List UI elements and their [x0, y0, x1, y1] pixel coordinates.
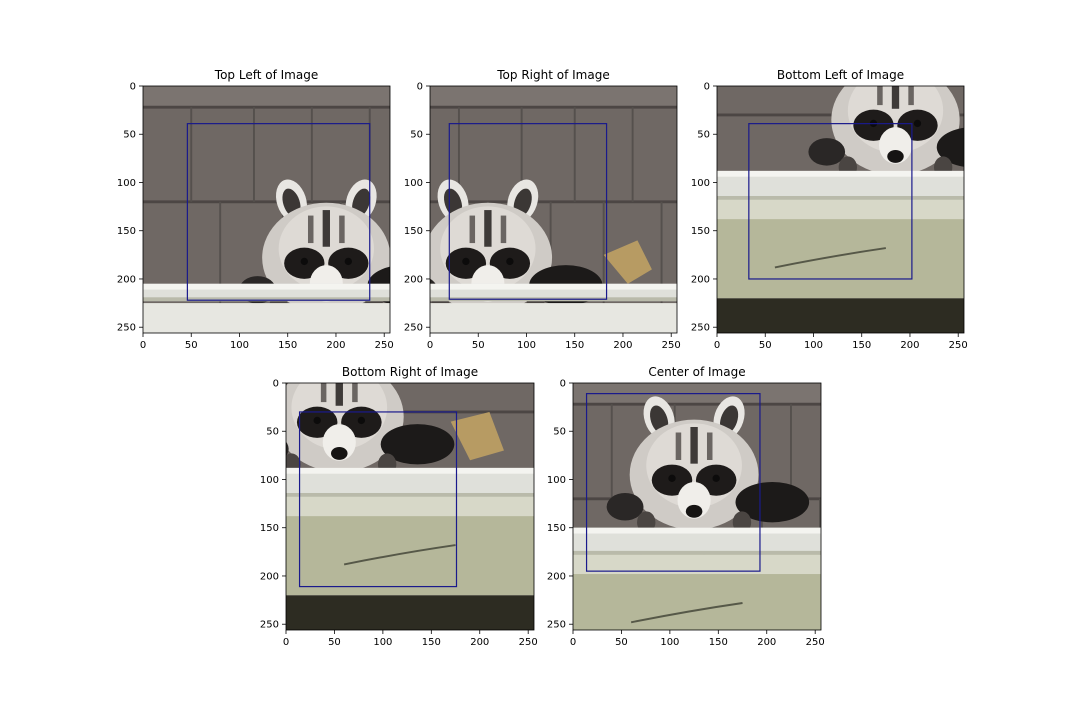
y-tick-label: 250	[117, 323, 136, 334]
x-tick-label: 0	[714, 340, 720, 351]
x-tick-label: 100	[517, 340, 536, 351]
y-tick-label: 50	[123, 130, 136, 141]
y-tick-label: 200	[260, 571, 279, 582]
subplot-title: Bottom Right of Image	[342, 365, 478, 379]
y-tick-label: 150	[404, 226, 423, 237]
x-tick-label: 200	[613, 340, 632, 351]
x-tick-label: 150	[422, 637, 441, 648]
x-tick-label: 250	[375, 340, 394, 351]
x-tick-label: 150	[278, 340, 297, 351]
subplot-title: Top Right of Image	[496, 68, 609, 82]
y-tick-label: 150	[117, 226, 136, 237]
x-tick-label: 250	[949, 340, 968, 351]
bounding-box	[748, 123, 913, 280]
axes-frame	[429, 85, 678, 334]
y-tick-label: 0	[560, 379, 566, 390]
x-tick-label: 50	[759, 340, 772, 351]
y-tick-label: 100	[404, 178, 423, 189]
y-tick-label: 250	[260, 620, 279, 631]
axes-frame	[285, 382, 535, 631]
y-tick-label: 50	[697, 130, 710, 141]
x-tick-label: 50	[615, 637, 628, 648]
subplot-3: Bottom Left of Image 0 50 100 150 200 250 0 50 10…	[691, 68, 968, 351]
y-tick-label: 50	[410, 130, 423, 141]
x-tick-label: 100	[660, 637, 679, 648]
x-tick-label: 150	[852, 340, 871, 351]
x-tick-label: 50	[185, 340, 198, 351]
x-tick-label: 250	[662, 340, 681, 351]
x-tick-label: 0	[570, 637, 576, 648]
y-tick-label: 250	[404, 323, 423, 334]
x-tick-label: 100	[230, 340, 249, 351]
y-tick-label: 150	[547, 523, 566, 534]
subplot-2: Top Right of Image 0 50 100 150 200 250 0 50 100 1…	[404, 68, 681, 351]
x-tick-label: 150	[565, 340, 584, 351]
axes-frame	[716, 85, 965, 334]
y-tick-label: 100	[691, 178, 710, 189]
y-tick-label: 100	[260, 475, 279, 486]
x-tick-label: 50	[328, 637, 341, 648]
y-tick-label: 200	[404, 274, 423, 285]
subplot-4: Bottom Right of Image 0 50 100 150 200 250 0 50 1…	[260, 365, 538, 648]
raccoon-image	[143, 86, 391, 334]
y-tick-label: 0	[273, 379, 279, 390]
raccoon-image	[717, 86, 965, 333]
raccoon-image	[286, 383, 535, 630]
subplot-1: Top Left of Image 0 50 100 150 200 250 0 50 100 15…	[117, 68, 394, 351]
y-tick-label: 250	[691, 323, 710, 334]
y-tick-label: 0	[417, 82, 423, 93]
bounding-box	[186, 123, 371, 301]
y-tick-label: 50	[553, 427, 566, 438]
x-tick-label: 0	[427, 340, 433, 351]
y-tick-label: 150	[691, 226, 710, 237]
x-tick-label: 250	[519, 637, 538, 648]
x-tick-label: 200	[470, 637, 489, 648]
subplot-title: Center of Image	[648, 365, 745, 379]
y-tick-label: 0	[130, 82, 136, 93]
x-tick-label: 200	[757, 637, 776, 648]
x-tick-label: 200	[900, 340, 919, 351]
y-tick-label: 0	[704, 82, 710, 93]
y-tick-label: 250	[547, 620, 566, 631]
raccoon-image	[573, 383, 822, 631]
subplot-title: Bottom Left of Image	[777, 68, 904, 82]
bounding-box	[585, 393, 761, 572]
x-tick-label: 100	[373, 637, 392, 648]
x-tick-label: 150	[709, 637, 728, 648]
y-tick-label: 200	[691, 274, 710, 285]
bounding-box	[448, 123, 608, 300]
bounding-box	[298, 411, 458, 588]
y-tick-label: 200	[547, 571, 566, 582]
raccoon-image	[430, 86, 678, 334]
x-tick-label: 50	[472, 340, 485, 351]
subplot-5: Center of Image 0 50 100 150 200 250 0 50 100 150 2…	[547, 365, 825, 648]
x-tick-label: 0	[283, 637, 289, 648]
y-tick-label: 100	[547, 475, 566, 486]
axes-frame	[572, 382, 822, 631]
x-tick-label: 200	[326, 340, 345, 351]
axes-frame	[142, 85, 391, 334]
y-tick-label: 50	[266, 427, 279, 438]
subplot-title: Top Left of Image	[214, 68, 318, 82]
x-tick-label: 100	[804, 340, 823, 351]
x-tick-label: 250	[806, 637, 825, 648]
y-tick-label: 100	[117, 178, 136, 189]
x-tick-label: 0	[140, 340, 146, 351]
y-tick-label: 150	[260, 523, 279, 534]
y-tick-label: 200	[117, 274, 136, 285]
